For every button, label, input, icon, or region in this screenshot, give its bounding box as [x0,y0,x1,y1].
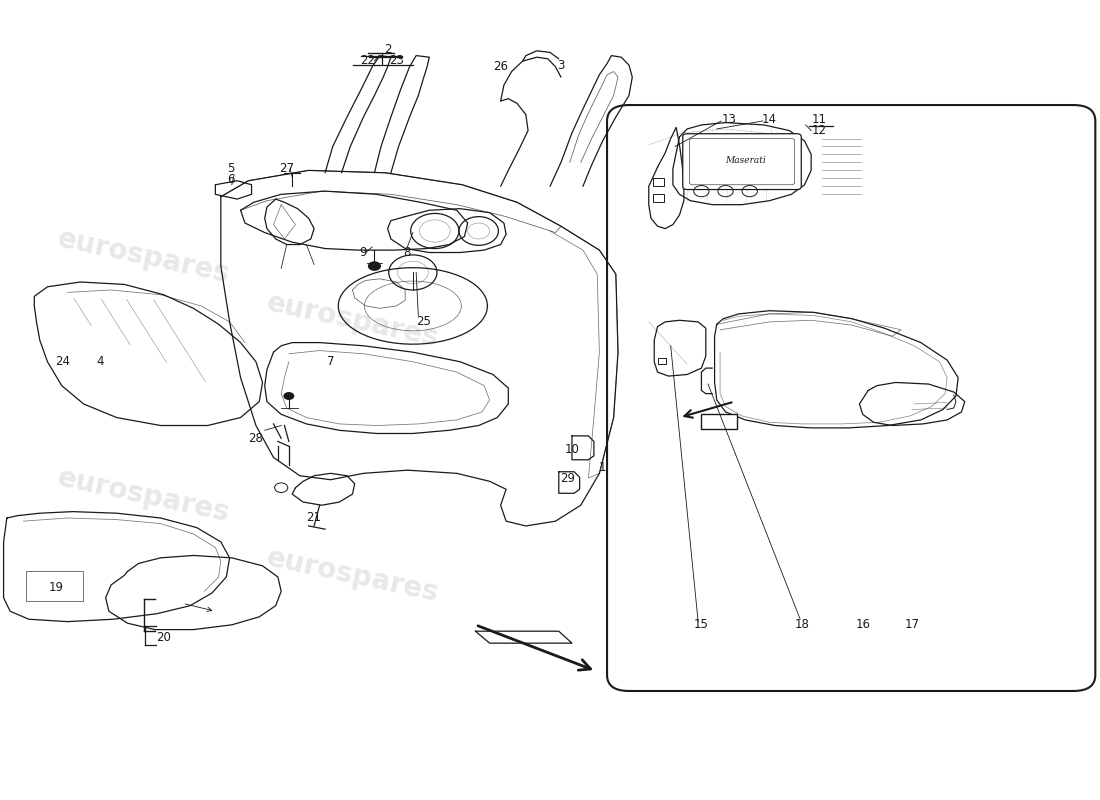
Text: 19: 19 [48,581,64,594]
Text: 5: 5 [227,162,234,175]
Text: 14: 14 [762,113,777,126]
Text: 4: 4 [97,355,103,368]
FancyBboxPatch shape [702,414,737,430]
Circle shape [367,262,381,271]
Text: 8: 8 [404,246,411,259]
FancyBboxPatch shape [683,134,801,190]
Text: 21: 21 [307,511,321,525]
Text: 6: 6 [227,174,234,186]
Bar [658,358,667,364]
Text: eurospares: eurospares [264,288,441,352]
FancyBboxPatch shape [607,105,1096,691]
FancyBboxPatch shape [690,138,794,185]
Text: 16: 16 [855,618,870,631]
Text: eurospares: eurospares [55,225,233,289]
Text: 7: 7 [327,355,334,368]
Text: 20: 20 [156,631,172,644]
Text: 25: 25 [417,315,431,328]
Text: 27: 27 [279,162,294,175]
Text: 15: 15 [694,618,708,631]
Text: 3: 3 [558,58,564,72]
Text: 11: 11 [812,113,826,126]
Text: 13: 13 [722,113,736,126]
Text: 29: 29 [560,472,575,485]
Text: Maserati: Maserati [725,156,766,166]
Text: 26: 26 [493,60,508,74]
Bar [653,178,664,186]
Text: eurospares: eurospares [264,543,441,607]
Text: eurospares: eurospares [703,488,880,551]
Text: 1: 1 [598,462,606,474]
Bar [25,570,82,601]
Text: 9: 9 [360,246,367,259]
Text: 12: 12 [812,124,826,137]
Text: 28: 28 [249,432,263,445]
Text: 17: 17 [904,618,920,631]
Text: 10: 10 [564,443,580,456]
Text: 24: 24 [55,355,70,368]
Text: 23: 23 [389,54,404,67]
Circle shape [284,392,295,400]
Text: 22: 22 [361,54,375,67]
Text: 18: 18 [795,618,810,631]
Text: 2: 2 [384,42,392,56]
Text: eurospares: eurospares [55,464,233,528]
Text: eurospares: eurospares [703,272,880,336]
Bar [653,194,664,202]
